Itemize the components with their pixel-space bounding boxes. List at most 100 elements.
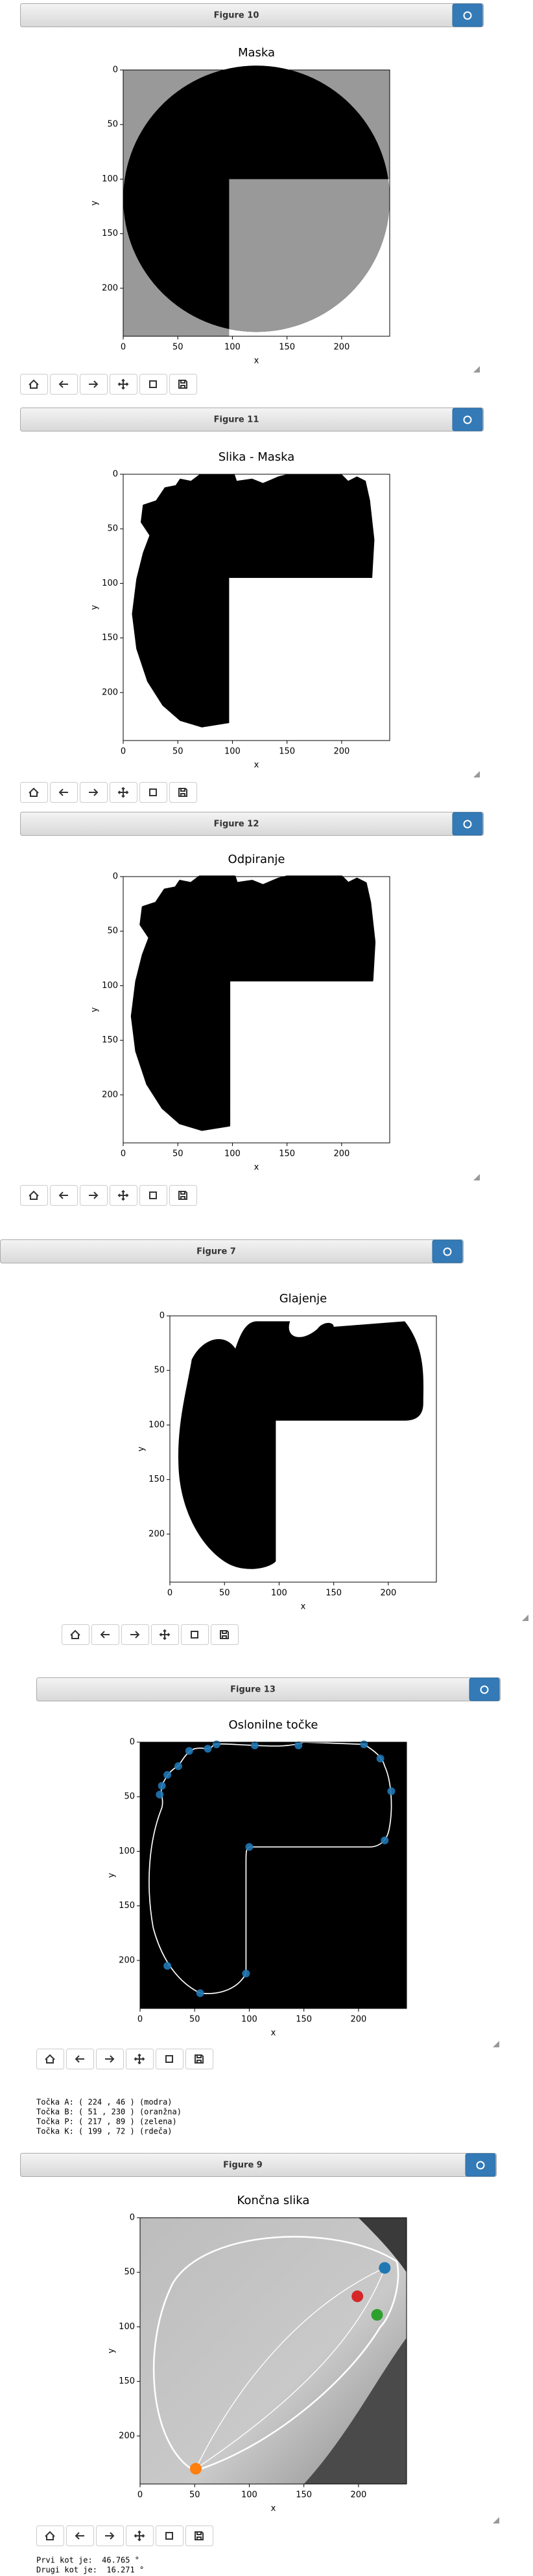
toolbar-icon xyxy=(58,1191,68,1199)
x-axis-label: x xyxy=(254,1163,259,1173)
toolbar-icon xyxy=(159,1629,171,1640)
point xyxy=(163,1962,172,1970)
output-line: Točka B: ( 51 , 230 ) (oranžna) xyxy=(36,2108,182,2117)
toolbar-icon xyxy=(58,788,68,796)
resize-handle[interactable] xyxy=(493,2517,499,2524)
toolbar-icon xyxy=(45,2054,55,2064)
toolbar-icon xyxy=(89,380,99,388)
point xyxy=(158,1782,166,1790)
toolbar-button[interactable] xyxy=(20,374,48,395)
image xyxy=(140,2218,407,2484)
toolbar-icon xyxy=(165,2532,173,2540)
x-tick-label: 100 xyxy=(224,343,241,352)
axes-frame xyxy=(123,474,390,741)
toolbar-button[interactable] xyxy=(62,1624,89,1645)
resize-handle[interactable] xyxy=(473,771,480,777)
close-button[interactable] xyxy=(432,1239,463,1263)
y-tick-label: 50 xyxy=(107,926,118,936)
x-tick-label: 0 xyxy=(167,1589,172,1598)
y-axis-label: y xyxy=(107,1872,117,1878)
x-tick-label: 50 xyxy=(189,2490,200,2500)
resize-handle[interactable] xyxy=(493,2041,499,2047)
close-button[interactable] xyxy=(465,2153,496,2177)
toolbar-button[interactable] xyxy=(185,2525,213,2546)
toolbar-icon xyxy=(195,2531,204,2540)
x-tick-label: 100 xyxy=(224,747,241,757)
figure-header xyxy=(20,812,484,836)
x-tick-label: 150 xyxy=(279,343,295,352)
toolbar-button[interactable] xyxy=(181,1624,209,1645)
toolbar-button[interactable] xyxy=(36,2525,64,2546)
close-button[interactable] xyxy=(452,812,483,836)
y-tick-label: 100 xyxy=(148,1420,165,1430)
x-tick-label: 100 xyxy=(241,2015,257,2025)
x-tick-label: 50 xyxy=(189,2015,200,2025)
figure-header xyxy=(20,408,484,431)
point xyxy=(196,1989,204,1997)
y-tick-label: 200 xyxy=(102,687,118,697)
output-line: Točka K: ( 199 , 72 ) (rdeča) xyxy=(36,2127,172,2136)
toolbar-button[interactable] xyxy=(36,2049,64,2069)
point xyxy=(156,1790,164,1799)
figure-header-title: Figure 12 xyxy=(214,820,259,829)
output-line: Prvi kot je: 46.765 ° xyxy=(36,2556,139,2565)
toolbar-button[interactable] xyxy=(185,2049,213,2069)
toolbar-icon xyxy=(105,2532,115,2540)
close-button[interactable] xyxy=(469,1677,500,1701)
figure-header-title: Figure 9 xyxy=(223,2161,263,2170)
toolbar-button[interactable] xyxy=(20,782,48,803)
x-tick-label: 50 xyxy=(172,747,184,757)
close-button[interactable] xyxy=(452,3,483,27)
resize-handle[interactable] xyxy=(522,1615,528,1621)
toolbar-button[interactable] xyxy=(169,1185,197,1206)
resize-handle[interactable] xyxy=(473,1174,480,1180)
point xyxy=(371,2308,383,2321)
x-tick-label: 0 xyxy=(137,2490,143,2500)
toolbar-button[interactable] xyxy=(169,782,197,803)
toolbar-icon xyxy=(117,378,129,390)
point xyxy=(294,1742,303,1750)
toolbar-button[interactable] xyxy=(211,1624,239,1645)
toolbar-button[interactable] xyxy=(139,782,167,803)
figure-header xyxy=(20,2153,497,2177)
close-icon xyxy=(463,415,472,424)
toolbar-icon xyxy=(100,1631,110,1639)
y-axis-label: y xyxy=(90,200,100,205)
output-line: Točka P: ( 217 , 89 ) (zelena) xyxy=(36,2117,177,2126)
toolbar-icon xyxy=(75,2532,84,2540)
y-tick-label: 0 xyxy=(160,1311,165,1321)
toolbar-button[interactable] xyxy=(139,1185,167,1206)
ellipse-contour xyxy=(153,2236,399,2472)
y-axis-label: y xyxy=(90,1007,100,1012)
point xyxy=(242,1970,250,1978)
point xyxy=(212,1740,220,1749)
image xyxy=(123,65,390,336)
close-icon xyxy=(476,2161,485,2170)
toolbar-icon xyxy=(58,380,68,388)
toolbar-button[interactable] xyxy=(169,374,197,395)
x-tick-label: 100 xyxy=(241,2490,257,2500)
y-tick-label: 200 xyxy=(102,1090,118,1099)
x-tick-label: 200 xyxy=(333,1149,349,1159)
close-icon xyxy=(463,820,472,829)
y-tick-label: 0 xyxy=(113,872,118,882)
toolbar-button[interactable] xyxy=(139,374,167,395)
image xyxy=(170,1316,436,1582)
image xyxy=(123,474,390,741)
toolbar-icon xyxy=(149,1191,157,1199)
y-tick-label: 200 xyxy=(119,2431,135,2441)
x-tick-label: 150 xyxy=(326,1589,342,1598)
plot-title: Glajenje xyxy=(279,1292,327,1305)
toolbar-button[interactable] xyxy=(156,2049,184,2069)
x-axis-label: x xyxy=(254,761,259,770)
y-axis-label: y xyxy=(137,1446,147,1451)
toolbar-button[interactable] xyxy=(20,1185,48,1206)
resize-handle[interactable] xyxy=(473,366,480,373)
toolbar-button[interactable] xyxy=(156,2525,184,2546)
x-tick-label: 150 xyxy=(279,1149,295,1159)
y-tick-label: 0 xyxy=(113,470,118,479)
toolbar-icon xyxy=(29,1190,39,1200)
close-button[interactable] xyxy=(452,408,483,431)
image xyxy=(123,875,390,1143)
